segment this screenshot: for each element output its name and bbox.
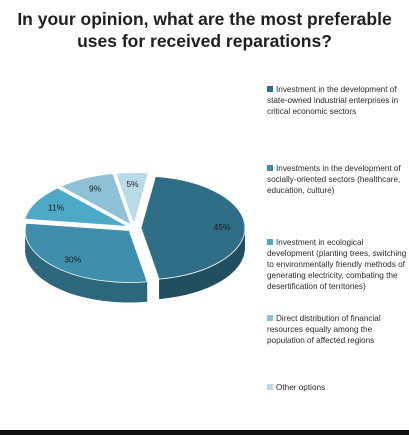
pie-slice [24, 222, 148, 283]
legend-label: Investment in ecological development (pl… [267, 238, 407, 291]
legend-item-direct-distribution: Direct distribution of financial resourc… [267, 313, 407, 346]
pie-slice-label: 45% [214, 222, 231, 232]
legend-item-ecology: Investment in ecological development (pl… [267, 237, 407, 292]
pie-slice [59, 173, 132, 226]
legend-item-state-industry: Investment in the development of state-o… [267, 84, 407, 117]
pie-slice [140, 176, 246, 280]
legend-label: Investments in the development of social… [267, 164, 401, 195]
pie-slice-label: 11% [48, 202, 65, 212]
legend-label: Direct distribution of financial resourc… [267, 314, 381, 345]
pie-slice [24, 187, 129, 227]
legend-swatch [267, 315, 273, 321]
pie-slice-label: 5% [126, 179, 139, 189]
legend-label: Investment in the development of state-o… [267, 85, 399, 116]
pie-slice-label: 9% [89, 183, 102, 193]
pie-tops: 45% 30% 11% 9% 5% [24, 172, 246, 283]
pie-sides [25, 227, 245, 303]
legend-label: Other options [276, 383, 326, 392]
pie-slice [115, 172, 149, 226]
legend-swatch [267, 86, 273, 92]
legend-item-social-sectors: Investments in the development of social… [267, 163, 407, 196]
legend-item-other: Other options [267, 382, 407, 393]
pie-slice-label: 30% [64, 255, 81, 265]
legend-swatch [267, 165, 273, 171]
pie-slice-side [159, 227, 245, 300]
chart-title: In your opinion, what are the most prefe… [17, 9, 392, 51]
pie-slice-side [25, 230, 148, 303]
legend-swatch [267, 239, 273, 245]
bottom-bar [0, 430, 409, 435]
legend-swatch [267, 384, 273, 390]
